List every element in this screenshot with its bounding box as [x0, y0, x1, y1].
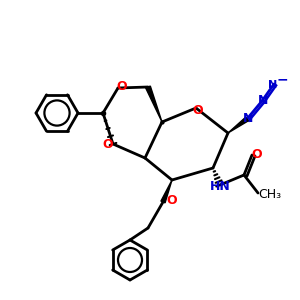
Text: N: N — [268, 80, 278, 90]
Text: O: O — [252, 148, 262, 160]
Text: HN: HN — [210, 179, 230, 193]
Text: N: N — [258, 94, 268, 107]
Polygon shape — [228, 117, 248, 133]
Text: O: O — [103, 139, 113, 152]
Text: −: − — [276, 72, 288, 86]
Text: O: O — [117, 80, 127, 94]
Text: N: N — [243, 112, 253, 124]
Text: O: O — [193, 103, 203, 116]
Polygon shape — [161, 180, 172, 203]
Text: CH₃: CH₃ — [258, 188, 282, 200]
Text: O: O — [167, 194, 177, 206]
Polygon shape — [146, 86, 162, 122]
